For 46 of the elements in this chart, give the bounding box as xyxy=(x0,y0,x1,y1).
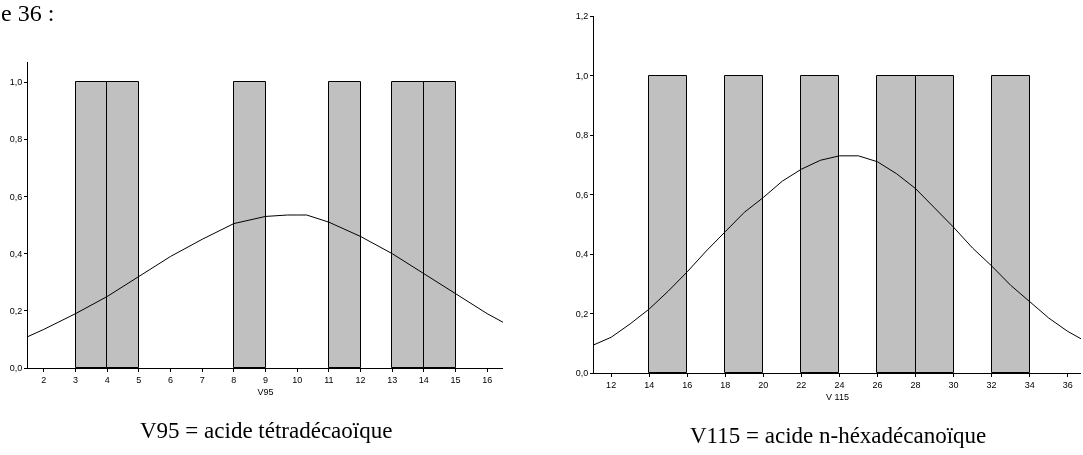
y-tick-label: 0,4 xyxy=(575,249,589,260)
y-tick-label: 1,0 xyxy=(575,70,589,81)
y-tick-label: 0,0 xyxy=(9,363,23,374)
x-tick-label: 16 xyxy=(682,379,693,390)
x-tick-label: 12 xyxy=(355,374,366,385)
x-tick-label: 11 xyxy=(324,374,334,385)
y-tick-label: 1,0 xyxy=(9,77,23,88)
x-tick-label: 8 xyxy=(231,374,237,385)
y-tick-label: 0,0 xyxy=(575,368,589,379)
y-tick-label: 0,4 xyxy=(9,248,23,259)
x-tick-label: 28 xyxy=(910,379,921,390)
x-tick-label: 14 xyxy=(644,379,655,390)
x-tick-label: 9 xyxy=(262,374,269,385)
x-tick-label: 36 xyxy=(1062,379,1073,390)
x-axis-title: V95 xyxy=(257,386,274,397)
x-tick-label: 13 xyxy=(387,374,398,385)
x-tick-label: 30 xyxy=(948,379,959,390)
x-tick-label: 18 xyxy=(720,379,731,390)
y-tick-label: 0,6 xyxy=(9,191,23,202)
x-tick-label: 3 xyxy=(72,374,79,385)
x-tick-label: 14 xyxy=(418,374,429,385)
x-tick-label: 20 xyxy=(758,379,769,390)
x-tick-label: 15 xyxy=(450,374,461,385)
y-tick-label: 1,2 xyxy=(575,11,589,22)
y-tick-label: 0,8 xyxy=(9,134,23,145)
x-tick-label: 22 xyxy=(796,379,807,390)
x-tick-label: 2 xyxy=(41,374,47,385)
x-tick-label: 5 xyxy=(136,374,142,385)
y-tick-label: 0,6 xyxy=(575,189,589,200)
x-tick-label: 6 xyxy=(167,374,174,385)
x-tick-label: 32 xyxy=(986,379,997,390)
chart-title: e 36 : xyxy=(1,0,55,27)
x-tick-label: 4 xyxy=(104,374,110,385)
x-tick-label: 10 xyxy=(292,374,303,385)
x-tick-label: 24 xyxy=(834,379,845,390)
x-axis-title: V 115 xyxy=(826,391,849,402)
text: V95 = acide tétradécaoïque xyxy=(140,418,393,443)
x-tick-label: 7 xyxy=(199,374,205,385)
y-tick-label: 0,2 xyxy=(575,308,589,319)
x-tick-label: 26 xyxy=(872,379,883,390)
x-tick-label: 16 xyxy=(482,374,493,385)
y-tick-label: 0,8 xyxy=(575,130,589,141)
x-tick-label: 12 xyxy=(606,379,617,390)
x-tick-label: 34 xyxy=(1024,379,1035,390)
text: V115 = acide n-héxadécanoïque xyxy=(690,423,987,448)
y-tick-label: 0,2 xyxy=(9,305,23,316)
